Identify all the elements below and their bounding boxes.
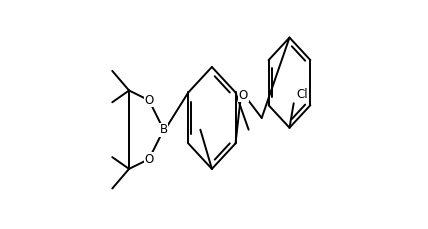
Text: B: B xyxy=(160,123,168,136)
Text: O: O xyxy=(144,153,154,166)
Text: O: O xyxy=(239,89,248,102)
Text: Cl: Cl xyxy=(297,88,309,101)
Text: O: O xyxy=(144,94,154,107)
